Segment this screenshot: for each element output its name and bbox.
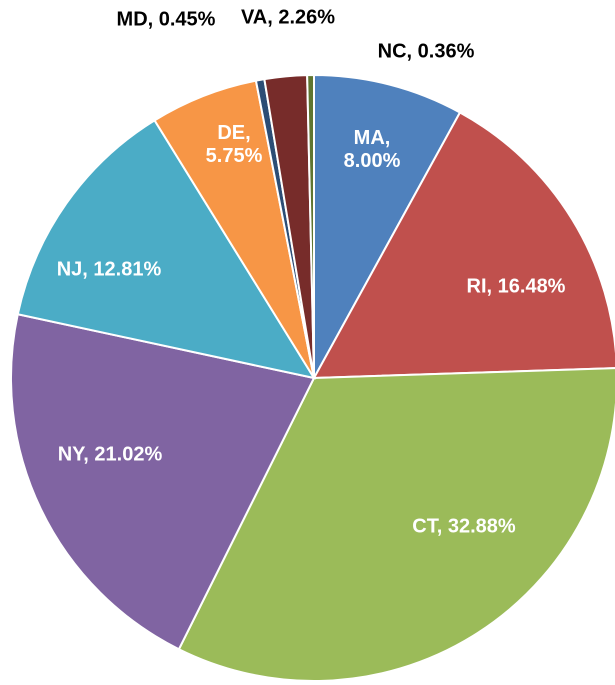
pie-slice xyxy=(313,73,462,379)
data-label: NC, 0.36% xyxy=(377,40,475,63)
data-label: NJ, 12.81% xyxy=(56,258,162,281)
data-label: NY, 21.02% xyxy=(57,443,163,466)
data-label: DE, 5.75% xyxy=(205,122,263,167)
data-label: CT, 32.88% xyxy=(412,515,516,538)
data-label: MA, 8.00% xyxy=(343,127,401,172)
data-label: VA, 2.26% xyxy=(240,6,336,29)
pie-slice xyxy=(312,111,615,380)
pie-slice xyxy=(306,73,315,379)
data-label: RI, 16.48% xyxy=(466,275,566,298)
pie-slice xyxy=(177,367,615,682)
pie-slice xyxy=(16,118,317,380)
pie-slice xyxy=(10,313,316,651)
data-label: MD, 0.45% xyxy=(116,8,216,31)
